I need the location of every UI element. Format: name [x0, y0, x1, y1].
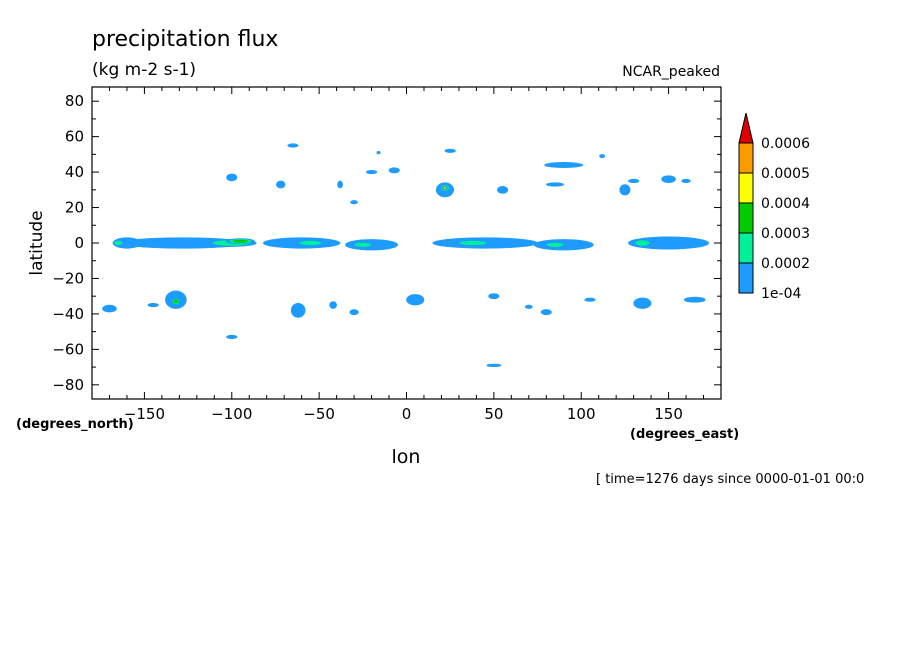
contour-blob: [486, 363, 502, 367]
contour-blob: [619, 184, 631, 196]
y-tick-label: 40: [65, 163, 84, 181]
contour-blob: [684, 296, 706, 303]
y-tick-label: 20: [65, 199, 84, 217]
time-label: [ time=1276 days since 0000-01-01 00:0: [596, 472, 864, 487]
x-tick-label: 100: [567, 405, 596, 423]
colorbar-label: 0.0005: [761, 166, 810, 182]
contour-blob: [633, 297, 652, 309]
x-tick-label: 150: [654, 405, 683, 423]
contour-blob: [329, 301, 337, 309]
y-tick-label: 80: [65, 92, 84, 110]
x-tick-label: 0: [402, 405, 412, 423]
contour-blob: [628, 236, 710, 250]
colorbar-label: 0.0003: [761, 226, 810, 242]
y-tick-label: −60: [52, 340, 84, 358]
contour-field: [102, 143, 710, 367]
colorbar-label: 0.0006: [761, 136, 810, 152]
contour-blob: [628, 178, 640, 184]
colorbar-cell: [738, 142, 754, 174]
colorbar-cell: [738, 172, 754, 204]
colorbar-cell: [738, 262, 754, 294]
contour-blob: [354, 242, 371, 247]
contour-blob: [584, 297, 596, 302]
contour-blob: [544, 162, 584, 168]
y-tick-label: −40: [52, 305, 84, 323]
contour-blob: [147, 302, 159, 308]
colorbar-cell: [738, 232, 754, 264]
contour-blob: [635, 240, 650, 246]
contour-blob: [232, 239, 249, 243]
contour-blob: [525, 304, 533, 309]
contour-blob: [545, 182, 565, 187]
units-label: (kg m-2 s-1): [92, 60, 196, 80]
contour-blob: [406, 294, 425, 306]
y-tick-label: −80: [52, 376, 84, 394]
chart-title: precipitation flux: [92, 27, 278, 52]
x-units-label: (degrees_east): [630, 427, 739, 442]
contour-blob: [459, 240, 487, 246]
colorbar-label: 0.0002: [761, 256, 810, 272]
colorbar-cell: [738, 202, 754, 234]
contour-blob: [488, 293, 500, 300]
contour-blob: [290, 302, 306, 318]
contour-blob: [376, 150, 381, 155]
contour-blob: [497, 185, 509, 194]
x-tick-label: 50: [484, 405, 503, 423]
colorbar: 0.0006 0.0005 0.0004 0.0003 0.0002 1e-04: [738, 112, 810, 302]
colorbar-overflow-arrow: [738, 112, 754, 144]
y-axis-title: latitude: [27, 210, 47, 275]
contour-blob: [599, 154, 606, 159]
contour-blob: [226, 173, 238, 182]
contour-blob: [661, 175, 676, 184]
y-tick-label: −20: [52, 269, 84, 287]
contour-blob: [337, 180, 344, 189]
contour-blob: [173, 299, 179, 304]
x-tick-label: −50: [303, 405, 335, 423]
contour-blob: [102, 304, 117, 313]
x-axis: −150 −100 −50 0 50 100 150: [91, 87, 722, 423]
contour-blob: [349, 309, 359, 316]
y-tick-label: 60: [65, 128, 84, 146]
y-tick-label: 0: [74, 234, 84, 252]
x-axis-title: lon: [392, 446, 421, 468]
colorbar-label: 1e-04: [761, 286, 801, 302]
contour-blob: [443, 187, 447, 190]
contour-blob: [540, 309, 552, 316]
contour-blob: [299, 240, 322, 246]
y-units-label: (degrees_north): [16, 417, 134, 432]
dataset-label: NCAR_peaked: [622, 64, 720, 80]
contour-blob: [114, 240, 123, 246]
x-tick-label: −150: [124, 405, 165, 423]
contour-blob: [681, 178, 691, 184]
contour-blob: [350, 200, 358, 205]
y-axis: 80 60 40 20 0 −20 −40 −60 −80: [52, 92, 721, 394]
contour-blob: [444, 148, 456, 153]
x-tick-label: −100: [211, 405, 252, 423]
colorbar-label: 0.0004: [761, 196, 810, 212]
contour-blob: [226, 334, 238, 340]
contour-blob: [276, 180, 286, 189]
contour-blob: [546, 242, 564, 247]
contour-blob: [287, 143, 299, 148]
contour-blob: [388, 167, 400, 174]
contour-blob: [366, 170, 378, 175]
